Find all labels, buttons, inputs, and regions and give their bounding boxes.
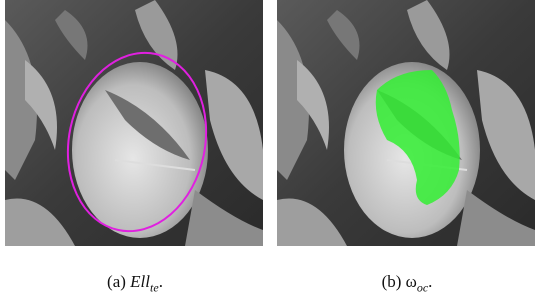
caption-text: ω [406, 272, 417, 291]
images [0, 0, 537, 260]
caption-text: Ell [130, 272, 150, 291]
caption-text: . [159, 272, 163, 291]
caption-text: oc [417, 280, 428, 294]
caption-text: (a) [107, 272, 126, 291]
caption-text: te [150, 280, 159, 294]
caption-a: (a) Ellte. [5, 272, 265, 295]
caption-text: (b) [382, 272, 402, 291]
figure: (a) Ellte. (b) ωoc. [0, 0, 537, 304]
image-a [5, 0, 263, 246]
image-b [277, 0, 535, 246]
caption-text: . [428, 272, 432, 291]
caption-b: (b) ωoc. [277, 272, 537, 295]
